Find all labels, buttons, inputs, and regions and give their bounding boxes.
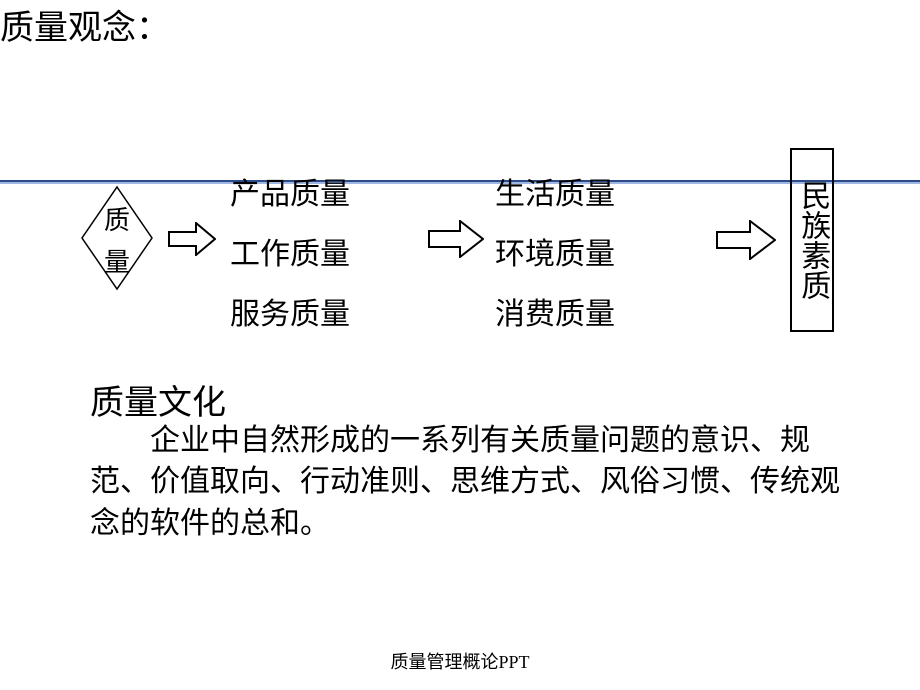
list-item: 消费质量 bbox=[495, 285, 615, 345]
end-node-box: 民族素质 bbox=[790, 148, 834, 332]
quality-list-col2: 生活质量 环境质量 消费质量 bbox=[495, 165, 615, 345]
section-subtitle: 质量文化 bbox=[90, 375, 226, 424]
arrow-2 bbox=[428, 220, 484, 258]
quality-list-col1: 产品质量 工作质量 服务质量 bbox=[230, 165, 350, 345]
list-item: 环境质量 bbox=[495, 225, 615, 285]
page-title: 质量观念： bbox=[0, 0, 170, 49]
end-node-label: 民族素质 bbox=[792, 180, 833, 300]
arrow-3 bbox=[716, 220, 776, 260]
section-body: 企业中自然形成的一系列有关质量问题的意识、规范、价值取向、行动准则、思维方式、风… bbox=[90, 420, 840, 544]
list-item: 生活质量 bbox=[495, 165, 615, 225]
start-label-line1: 质 bbox=[80, 200, 154, 242]
arrow-1 bbox=[168, 222, 216, 256]
list-item: 服务质量 bbox=[230, 285, 350, 345]
slide-divider bbox=[0, 180, 920, 184]
slide-footer: 质量管理概论PPT bbox=[0, 648, 920, 674]
start-label-line2: 量 bbox=[80, 242, 154, 284]
list-item: 工作质量 bbox=[230, 225, 350, 285]
list-item: 产品质量 bbox=[230, 165, 350, 225]
start-diamond-label: 质 量 bbox=[80, 200, 154, 283]
divider-bottom bbox=[0, 182, 920, 184]
